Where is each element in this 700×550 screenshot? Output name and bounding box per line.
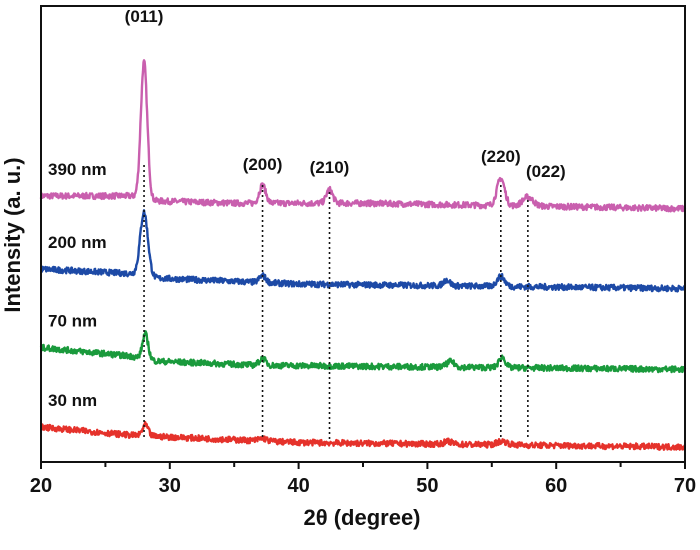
peak-label: (022) [526,162,566,181]
series-line-200-nm [39,209,687,293]
plot-frame [40,5,686,463]
series-label: 390 nm [48,160,107,179]
x-tick-label: 40 [287,475,309,497]
x-axis-label: 2θ (degree) [303,505,420,530]
x-tick-label: 20 [30,475,52,497]
x-tick-label: 70 [674,475,696,497]
series-label: 200 nm [48,233,107,252]
peak-label: (011) [125,7,164,26]
series-label: 70 nm [48,312,97,331]
x-tick-label: 50 [416,475,438,497]
x-tick-label: 60 [545,475,567,497]
reference-lines: (011) (200) (210) (220) (022) [125,7,566,440]
series-line-30-nm [39,420,686,451]
x-tick-label: 30 [159,475,181,497]
peak-label: (200) [243,155,283,174]
peak-label: (210) [310,158,350,177]
series-line-70-nm [39,330,687,374]
peak-label: (220) [481,147,521,166]
traces: 390 nm 200 nm 70 nm 30 nm [39,59,687,451]
series-line-390-nm [39,59,687,213]
x-axis-ticks: 20 30 40 50 60 70 [30,462,696,497]
y-axis-label: Intensity (a. u.) [0,157,25,312]
series-label: 30 nm [48,391,97,410]
